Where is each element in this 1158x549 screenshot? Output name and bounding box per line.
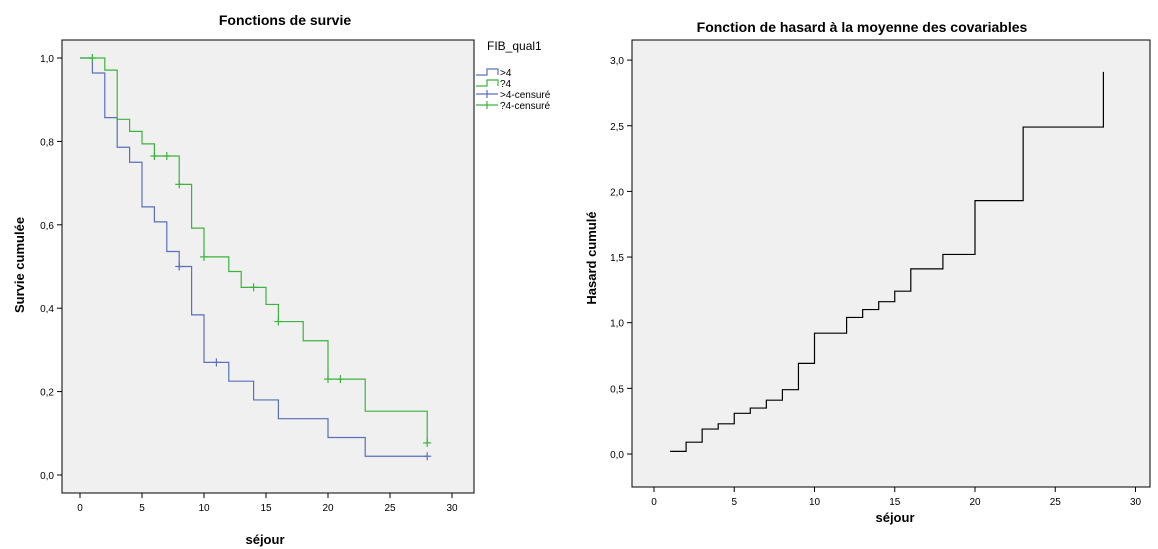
x-tick-label: 20 — [322, 503, 334, 514]
y-tick-label: 3,0 — [610, 56, 624, 67]
y-tick-label: 0,0 — [40, 471, 54, 482]
censored-marker — [88, 54, 97, 62]
censored-marker — [200, 252, 208, 261]
hazard-x-axis-label: séjour — [875, 510, 914, 525]
censored-marker — [324, 375, 332, 384]
censored-marker — [162, 151, 171, 160]
y-tick-label: 2,5 — [610, 122, 624, 133]
hazard-series — [670, 71, 1104, 452]
censored-marker — [249, 283, 258, 292]
x-tick-label: 30 — [446, 503, 458, 514]
hazard-chart-title: Fonction de hasard à la moyenne des cova… — [697, 19, 1028, 35]
legend-label: ?4 — [500, 79, 512, 90]
x-tick-label: 5 — [731, 497, 737, 508]
x-tick-label: 25 — [384, 503, 396, 514]
x-tick-label: 0 — [651, 497, 657, 508]
survival-plot-area — [61, 39, 475, 494]
censored-marker — [150, 151, 159, 160]
y-tick-label: 0,5 — [610, 384, 624, 395]
censored-marker — [175, 262, 184, 271]
x-tick-label: 0 — [77, 503, 83, 514]
hazard-plot-area — [631, 39, 1151, 488]
x-tick-label: 20 — [969, 497, 981, 508]
legend-label: >4-censuré — [500, 90, 551, 101]
survival-series-gt4 — [80, 57, 428, 457]
legend-title: FIB_qual1 — [487, 39, 542, 53]
y-tick-label: 1,0 — [40, 54, 54, 65]
x-tick-label: 10 — [809, 497, 821, 508]
y-tick-label: 1,0 — [610, 319, 624, 330]
y-tick-label: 0,4 — [40, 304, 54, 315]
x-tick-label: 15 — [260, 503, 272, 514]
x-tick-label: 25 — [1050, 497, 1062, 508]
legend-label: ?4-censuré — [500, 101, 550, 112]
y-tick-label: 0,0 — [610, 450, 624, 461]
censored-marker — [423, 452, 432, 461]
y-tick-label: 1,5 — [610, 253, 624, 264]
hazard-y-axis-label: Hasard cumulé — [584, 211, 599, 304]
legend-swatch-step — [476, 79, 499, 87]
x-tick-label: 5 — [139, 503, 145, 514]
censored-marker — [212, 358, 221, 367]
survival-x-axis-label: séjour — [245, 532, 284, 547]
legend-label: >4 — [500, 68, 512, 79]
legend-swatch-step — [476, 68, 499, 76]
censored-marker — [423, 438, 432, 447]
legend-item: >4-censuré — [476, 90, 551, 101]
legend-item: >4 — [476, 68, 512, 79]
censored-marker — [274, 317, 283, 326]
y-tick-label: 2,0 — [610, 187, 624, 198]
censored-marker — [336, 375, 345, 384]
x-tick-label: 30 — [1130, 497, 1142, 508]
x-tick-label: 10 — [198, 503, 210, 514]
x-tick-label: 15 — [889, 497, 901, 508]
y-tick-label: 0,8 — [40, 137, 54, 148]
y-tick-label: 0,6 — [40, 221, 54, 232]
survival-chart-title: Fonctions de survie — [219, 12, 351, 28]
survival-y-axis-label: Survie cumulée — [12, 217, 27, 313]
y-tick-label: 0,2 — [40, 388, 54, 399]
censored-marker — [175, 180, 184, 189]
legend-item: ?4 — [476, 79, 512, 90]
legend-item: ?4-censuré — [476, 101, 550, 112]
